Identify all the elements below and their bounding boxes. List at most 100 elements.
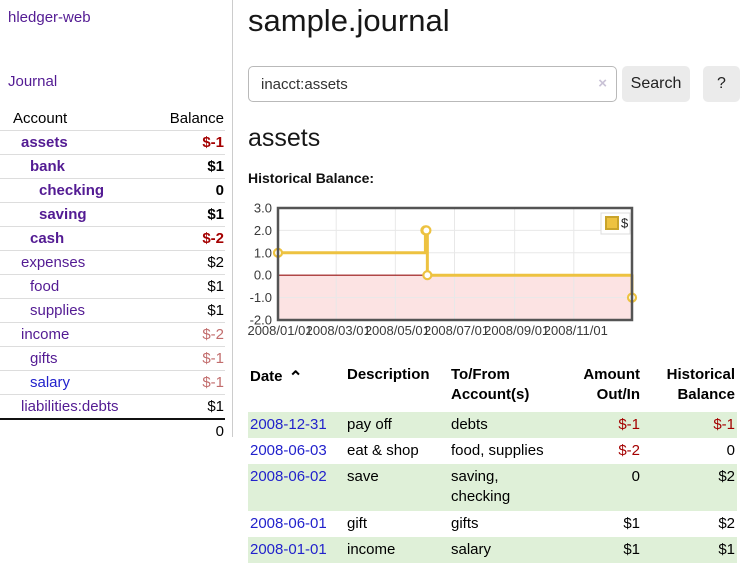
accounts-header-balance: Balance <box>169 109 224 127</box>
brand-link[interactable]: hledger-web <box>8 9 91 26</box>
register-table: Date ⌃ Description To/From Account(s) Amount O… <box>248 363 737 564</box>
accounts-total-value: 0 <box>215 422 224 440</box>
transaction-description: save <box>347 468 379 486</box>
svg-text:2008/01/01: 2008/01/01 <box>247 323 312 338</box>
transaction-amount: $1 <box>623 514 640 532</box>
search-input[interactable] <box>248 66 617 103</box>
chart-canvas: $3.0 2.0 1.0 0.0 -1.0 -2.02008/01/012008/03/0… <box>247 201 638 338</box>
account-link[interactable]: cash <box>30 230 65 247</box>
transaction-description: eat & shop <box>347 441 419 459</box>
svg-text:2008/11/01: 2008/11/01 <box>544 323 608 338</box>
accounts-table: Account Balance assets $-1 bank $1 checking 0… <box>0 106 225 442</box>
account-balance: $-2 <box>202 230 224 247</box>
search-button[interactable]: Search <box>622 66 690 103</box>
historical-balance-chart: $3.0 2.0 1.0 0.0 -1.0 -2.0 2008/01/01 2008/03/0… <box>247 201 740 341</box>
transaction-row: 2008-06-02 save saving, checking 0 $2 <box>248 464 737 511</box>
transaction-amount: 0 <box>631 468 640 486</box>
account-balance: $1 <box>207 398 224 415</box>
account-balance: $1 <box>207 278 224 295</box>
svg-text:3.0: 3.0 <box>254 201 272 216</box>
transaction-amount: $1 <box>623 540 640 558</box>
accounts-table-header: Account Balance <box>0 106 225 130</box>
account-link[interactable]: saving <box>39 206 87 223</box>
clear-search-icon[interactable]: × <box>598 75 607 93</box>
transaction-balance: $1 <box>718 540 735 558</box>
account-link[interactable]: liabilities:debts <box>21 398 119 415</box>
column-header[interactable]: To/From Account(s) <box>451 366 530 404</box>
transaction-row: 2008-06-01 gift gifts $1 $2 <box>248 511 737 537</box>
svg-text:2008/03/01: 2008/03/01 <box>306 323 371 338</box>
account-link[interactable]: bank <box>30 158 66 175</box>
account-balance: $-1 <box>202 350 224 367</box>
transaction-row: 2008-12-31 pay off debts $-1 $-1 <box>248 411 737 438</box>
svg-text:-1.0: -1.0 <box>250 290 272 305</box>
svg-text:1.0: 1.0 <box>254 245 272 260</box>
transaction-row: 2008-01-01 income salary $1 $1 <box>248 536 737 564</box>
transaction-date-link[interactable]: 2008-06-03 <box>250 441 327 459</box>
account-balance: $1 <box>207 158 224 175</box>
account-balance: $-2 <box>202 326 224 343</box>
account-row: food $1 <box>0 274 225 298</box>
account-link[interactable]: checking <box>39 182 105 199</box>
column-header[interactable]: Historical Balance <box>666 366 735 404</box>
account-link[interactable]: salary <box>30 374 71 391</box>
svg-text:0.0: 0.0 <box>254 268 272 283</box>
account-row: bank $1 <box>0 154 225 178</box>
account-link[interactable]: gifts <box>30 350 58 367</box>
account-balance: $2 <box>207 254 224 271</box>
transaction-balance: $2 <box>718 514 735 532</box>
column-header[interactable]: Date ⌃ <box>248 363 345 412</box>
transaction-date-link[interactable]: 2008-01-01 <box>250 540 327 558</box>
accounts-header-account: Account <box>13 109 68 127</box>
transaction-accounts: salary <box>451 540 492 558</box>
transaction-amount: $-1 <box>618 415 640 433</box>
transaction-accounts: gifts <box>451 514 479 532</box>
sidebar-item-journal[interactable]: Journal <box>8 73 58 90</box>
chart-title: Historical Balance: <box>248 170 375 187</box>
account-row: gifts $-1 <box>0 346 225 370</box>
account-balance: $-1 <box>202 134 224 151</box>
account-row: cash $-2 <box>0 226 225 250</box>
svg-text:2008/07/01: 2008/07/01 <box>424 323 489 338</box>
account-row: supplies $1 <box>0 298 225 322</box>
transaction-accounts: food, supplies <box>451 441 544 459</box>
help-button[interactable]: ? <box>703 66 740 103</box>
accounts-rows: assets $-1 bank $1 checking 0 saving $1 cash $-2 e… <box>0 130 225 418</box>
column-header[interactable]: Amount Out/In <box>583 366 640 404</box>
account-row: liabilities:debts $1 <box>0 394 225 418</box>
transaction-balance: $2 <box>718 468 735 486</box>
account-row: salary $-1 <box>0 370 225 394</box>
main-content: sample.journal × Search ? assets Histori… <box>247 0 740 564</box>
account-balance: 0 <box>215 182 224 199</box>
account-link[interactable]: income <box>21 326 70 343</box>
account-row: income $-2 <box>0 322 225 346</box>
account-link[interactable]: supplies <box>30 302 86 319</box>
account-row: saving $1 <box>0 202 225 226</box>
account-balance: $1 <box>207 206 224 223</box>
sidebar: hledger-web Journal Account Balance asse… <box>0 0 233 440</box>
transaction-description: income <box>347 540 396 558</box>
page-title: sample.journal <box>248 3 450 38</box>
account-balance: $-1 <box>202 374 224 391</box>
sort-asc-icon: ⌃ <box>288 368 303 388</box>
register-header-row: Date ⌃ Description To/From Account(s) Amount O… <box>248 363 737 412</box>
account-link[interactable]: expenses <box>21 254 86 271</box>
transaction-amount: $-2 <box>618 441 640 459</box>
svg-text:2008/09/01: 2008/09/01 <box>484 323 549 338</box>
transaction-balance: $-1 <box>713 415 735 433</box>
column-header[interactable]: Description <box>347 366 430 384</box>
transaction-description: gift <box>347 514 368 532</box>
transaction-accounts: saving, checking <box>451 468 511 506</box>
transaction-description: pay off <box>347 415 392 433</box>
account-balance: $1 <box>207 302 224 319</box>
transaction-balance: 0 <box>726 441 735 459</box>
account-link[interactable]: assets <box>21 134 68 151</box>
search-bar: × Search ? <box>248 66 740 103</box>
svg-text:-2.0: -2.0 <box>250 313 272 328</box>
transaction-date-link[interactable]: 2008-06-02 <box>250 468 327 486</box>
account-row: assets $-1 <box>0 130 225 154</box>
accounts-total-row: 0 <box>0 418 225 442</box>
transaction-date-link[interactable]: 2008-06-01 <box>250 514 327 532</box>
transaction-date-link[interactable]: 2008-12-31 <box>250 415 327 433</box>
account-link[interactable]: food <box>30 278 60 295</box>
